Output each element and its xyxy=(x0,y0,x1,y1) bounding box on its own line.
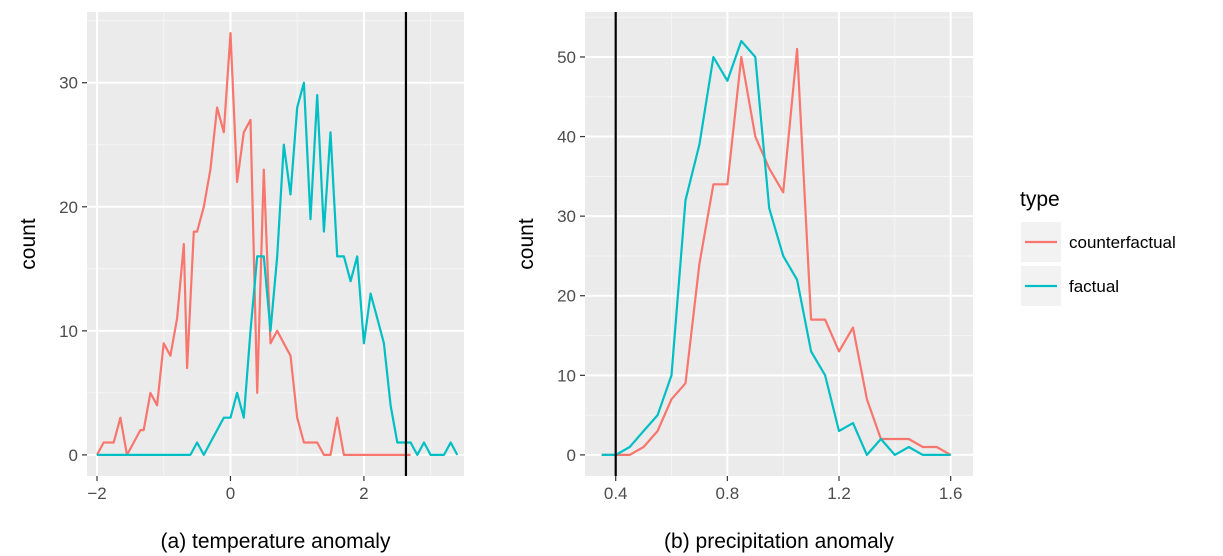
legend-item-factual: factual xyxy=(1021,266,1119,306)
legend-item-counterfactual: counterfactual xyxy=(1021,222,1176,262)
legend-label: factual xyxy=(1069,277,1119,296)
y-axis-title: count xyxy=(515,218,538,270)
x-tick-label: 1.2 xyxy=(827,484,851,503)
y-tick-label: 30 xyxy=(557,207,576,226)
legend: type counterfactual factual xyxy=(1020,188,1176,306)
y-tick-label: 40 xyxy=(557,128,576,147)
series-line-factual xyxy=(601,39,951,456)
y-tick-label: 30 xyxy=(59,74,78,93)
y-tick-label: 0 xyxy=(567,446,576,465)
series-line-factual xyxy=(97,81,459,456)
y-tick-label: 50 xyxy=(557,48,576,67)
series-line-counterfactual xyxy=(96,31,411,456)
x-tick-label: 2 xyxy=(359,484,368,503)
x-tick-label: 0 xyxy=(226,484,235,503)
x-tick-label: 1.6 xyxy=(939,484,963,503)
y-tick-label: 10 xyxy=(557,366,576,385)
x-axis-title: (b) precipitation anomaly xyxy=(664,530,894,553)
legend-label: counterfactual xyxy=(1069,233,1176,252)
x-tick-label: 0.8 xyxy=(716,484,740,503)
x-tick-label: 0.4 xyxy=(604,484,628,503)
series-lines xyxy=(601,12,952,476)
y-axis-ticks: 0 10 20 30 xyxy=(59,74,87,465)
series-lines xyxy=(96,12,459,476)
y-axis-title: count xyxy=(17,218,40,270)
grid xyxy=(585,12,973,476)
legend-title: type xyxy=(1020,188,1060,211)
y-tick-label: 0 xyxy=(69,446,78,465)
y-tick-label: 20 xyxy=(59,198,78,217)
panel-precipitation: 0 10 20 30 40 50 0.4 0.8 1.2 1.6 (b) precipitati… xyxy=(515,12,973,553)
x-axis-title: (a) temperature anomaly xyxy=(161,530,391,553)
y-tick-label: 10 xyxy=(59,322,78,341)
panel-temperature: 0 10 20 30 −2 0 2 (a) temperature anomaly cou… xyxy=(17,12,464,553)
series-line-counterfactual xyxy=(601,47,952,456)
panel-background xyxy=(87,12,464,476)
x-axis-ticks: 0.4 0.8 1.2 1.6 xyxy=(604,476,963,503)
y-axis-ticks: 0 10 20 30 40 50 xyxy=(557,48,585,465)
y-tick-label: 20 xyxy=(557,287,576,306)
x-axis-ticks: −2 0 2 xyxy=(87,476,369,503)
x-tick-label: −2 xyxy=(87,484,106,503)
